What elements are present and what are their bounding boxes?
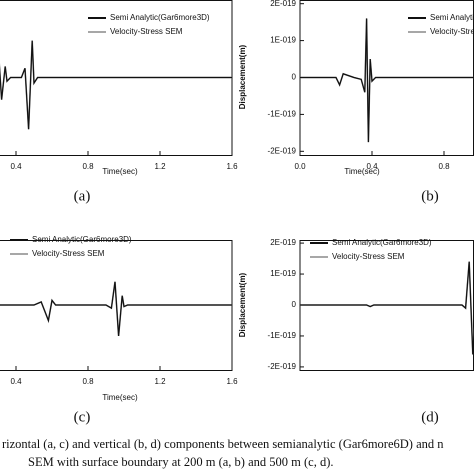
waveform [300, 18, 474, 143]
x-tick-label: 0.0 [294, 162, 306, 171]
y-axis-title: Displacement(m) [238, 272, 247, 337]
y-tick-label: 1E-019 [270, 269, 296, 278]
x-tick-label: 1.6 [226, 377, 238, 386]
panel-label: (c) [74, 409, 91, 425]
waveform [300, 261, 474, 355]
plot-area [300, 18, 474, 143]
x-tick-label: 1.6 [226, 162, 238, 171]
legend-label: Velocity-Stress SEM [332, 252, 405, 261]
x-tick-label: 0.4 [366, 162, 378, 171]
caption-line: rizontal (a, c) and vertical (b, d) comp… [2, 437, 444, 451]
legend-label: Semi Analytic(Gar6more3D) [32, 235, 132, 244]
panel-label: (a) [74, 188, 91, 204]
y-axis-title: Displacement(m) [238, 44, 247, 109]
x-tick-label: 0.8 [438, 162, 450, 171]
x-tick-label: 1.2 [154, 377, 166, 386]
y-tick-label: 2E-019 [270, 0, 296, 8]
plot-area [0, 281, 232, 337]
caption-line: SEM with surface boundary at 200 m (a, b… [28, 455, 333, 469]
legend-label: Semi Analytic(Gar6more3D) [332, 238, 432, 247]
legend-label: Velocity-Stress SEM [32, 249, 105, 258]
x-tick-label: 0.4 [10, 377, 22, 386]
y-tick-label: 0 [292, 73, 297, 82]
x-tick-label: 1.2 [154, 162, 166, 171]
legend-label: Velocity-Stress SEM [430, 27, 474, 36]
x-tick-label: 0.8 [82, 377, 94, 386]
waveform [300, 18, 474, 143]
plot-area [0, 40, 232, 130]
panel-label: (d) [421, 409, 439, 425]
y-tick-label: -2E-019 [268, 146, 297, 155]
y-tick-label: 2E-019 [270, 238, 296, 247]
y-tick-label: -2E-019 [268, 362, 297, 371]
legend-label: Semi Analytic(Gar6more3D) [110, 13, 210, 22]
waveform [0, 40, 232, 130]
x-axis-title: Time(sec) [102, 167, 138, 176]
plot-area [300, 261, 474, 355]
waveform [0, 281, 232, 337]
waveform [300, 261, 474, 355]
x-axis-title: Time(sec) [102, 393, 138, 402]
x-axis-title: Time(sec) [344, 167, 380, 176]
legend-label: Semi Analytic(Gar6more3D) [430, 13, 474, 22]
y-tick-label: 1E-019 [270, 36, 296, 45]
y-tick-label: -1E-019 [268, 331, 297, 340]
legend-label: Velocity-Stress SEM [110, 27, 183, 36]
y-tick-label: 0 [292, 300, 297, 309]
x-tick-label: 0.8 [82, 162, 94, 171]
x-tick-label: 0.4 [10, 162, 22, 171]
y-tick-label: -1E-019 [268, 110, 297, 119]
waveform [0, 40, 232, 130]
panel-label: (b) [421, 188, 439, 204]
